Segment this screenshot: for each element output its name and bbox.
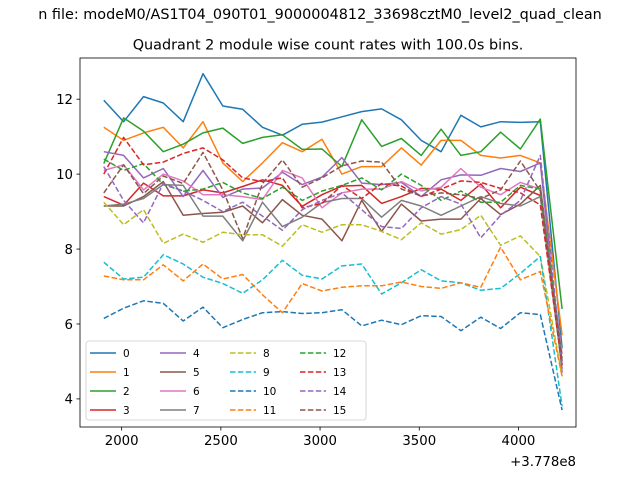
x-offset-label: +3.778e8 — [510, 455, 576, 470]
y-tick-label: 12 — [56, 93, 73, 108]
x-tick-label: 3500 — [402, 434, 436, 449]
series-line-7 — [103, 183, 563, 369]
legend-label-5: 5 — [193, 367, 200, 379]
legend-label-3: 3 — [123, 405, 130, 417]
legend-label-1: 1 — [123, 367, 130, 379]
series-line-15 — [103, 151, 563, 362]
series-line-10 — [103, 300, 563, 411]
series-line-14 — [103, 154, 563, 366]
y-tick-label: 4 — [65, 393, 73, 408]
legend-label-4: 4 — [193, 348, 200, 360]
series-line-3 — [103, 179, 563, 366]
legend-label-11: 11 — [263, 405, 276, 417]
series-line-2 — [103, 117, 563, 310]
series-layer — [103, 72, 563, 411]
legend-label-12: 12 — [333, 348, 346, 360]
series-line-0 — [103, 72, 563, 349]
x-tick-label: 2000 — [105, 434, 139, 449]
series-line-13 — [103, 136, 563, 366]
x-axis: 2000 2500 3000 3500 4000 — [105, 427, 536, 449]
legend-label-2: 2 — [123, 386, 130, 398]
series-line-12 — [103, 158, 563, 358]
legend-label-8: 8 — [263, 348, 270, 360]
y-axis: 4 6 8 10 12 — [56, 93, 80, 408]
legend-label-7: 7 — [193, 405, 200, 417]
legend-label-9: 9 — [263, 367, 270, 379]
x-tick-label: 4000 — [502, 434, 536, 449]
legend-label-14: 14 — [333, 386, 347, 398]
figure-suptitle: n file: modeM0/AS1T04_090T01_9000004812_… — [38, 7, 602, 23]
legend-label-13: 13 — [333, 367, 346, 379]
y-tick-label: 10 — [56, 168, 73, 183]
x-tick-label: 2500 — [204, 434, 238, 449]
legend-label-15: 15 — [333, 405, 346, 417]
plot-frame — [79, 57, 577, 428]
legend-frame — [85, 340, 367, 421]
y-tick-label: 6 — [65, 318, 73, 333]
legend-label-10: 10 — [263, 386, 276, 398]
series-line-1 — [103, 120, 563, 336]
series-line-4 — [103, 150, 563, 373]
series-line-5 — [103, 180, 563, 362]
series-line-9 — [103, 253, 563, 407]
legend-label-6: 6 — [193, 386, 200, 398]
chart-title: Quadrant 2 module wise count rates with … — [133, 38, 524, 54]
x-tick-label: 3000 — [303, 434, 337, 449]
y-tick-label: 8 — [65, 243, 73, 258]
series-line-8 — [103, 201, 563, 377]
legend-label-0: 0 — [123, 348, 130, 360]
